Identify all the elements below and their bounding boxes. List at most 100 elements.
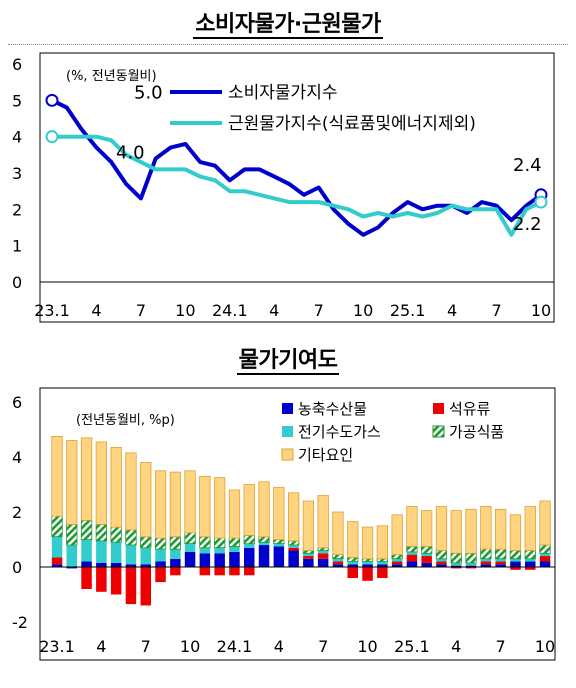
bar-segment-4 bbox=[125, 529, 137, 546]
x-tick-label: 10 bbox=[535, 637, 555, 656]
bar-segment-3 bbox=[510, 558, 521, 562]
bar-segment-4 bbox=[332, 554, 344, 560]
bar-segment-1 bbox=[332, 564, 344, 568]
bar-segment-1 bbox=[362, 564, 373, 568]
bar-segment-2 bbox=[81, 567, 92, 589]
bar-segment-3 bbox=[140, 547, 151, 565]
y-tick-label: -2 bbox=[12, 613, 28, 632]
bar-segment-4 bbox=[420, 546, 433, 554]
bar-segment-3 bbox=[391, 558, 403, 562]
bar-segment-3 bbox=[303, 553, 314, 557]
y-tick-label: 0 bbox=[12, 273, 22, 292]
bar-segment-2 bbox=[155, 567, 166, 583]
bar-segment-4 bbox=[539, 544, 551, 554]
bar-segment-1 bbox=[377, 564, 388, 568]
bar-segment-4 bbox=[509, 550, 522, 560]
bar-segment-4 bbox=[80, 519, 93, 540]
unit-note: (전년동월비, %p) bbox=[76, 413, 175, 428]
bar-segment-5 bbox=[302, 500, 315, 551]
bar-segment-1 bbox=[214, 553, 225, 568]
legend-label-3: 전기수도가스 bbox=[298, 423, 381, 441]
bar-segment-2 bbox=[347, 567, 358, 578]
x-tick-label: 25.1 bbox=[394, 637, 430, 656]
bar-segment-3 bbox=[125, 545, 137, 565]
bar-segment-4 bbox=[184, 532, 196, 544]
bar-segment-4 bbox=[213, 537, 226, 549]
legend-swatch-5 bbox=[281, 448, 294, 461]
bar-segment-1 bbox=[51, 564, 63, 568]
bar-segment-1 bbox=[288, 550, 299, 567]
bar-segment-5 bbox=[184, 470, 196, 534]
legend-label-4: 가공식품 bbox=[449, 423, 504, 441]
bar-segment-5 bbox=[435, 506, 448, 551]
bar-segment-5 bbox=[66, 440, 78, 525]
bar-segment-4 bbox=[524, 550, 536, 560]
bar-segment-4 bbox=[51, 515, 63, 538]
bar-segment-2 bbox=[451, 567, 462, 569]
y-tick-label: 2 bbox=[12, 200, 22, 219]
y-tick-label: 5 bbox=[12, 91, 22, 110]
bar-segment-1 bbox=[347, 564, 358, 568]
bar-segment-3 bbox=[184, 543, 196, 552]
unit-note: (%, 전년동월비) bbox=[66, 69, 157, 84]
bar-segment-5 bbox=[450, 510, 462, 554]
bar-segment-2 bbox=[317, 553, 329, 559]
legend-label-2: 석유류 bbox=[449, 400, 491, 418]
bar-segment-1 bbox=[125, 564, 137, 568]
bar-segment-3 bbox=[273, 543, 285, 547]
y-tick-label: 6 bbox=[12, 393, 22, 412]
y-tick-label: 2 bbox=[12, 503, 22, 522]
bar-segment-3 bbox=[362, 561, 373, 565]
bar-segment-1 bbox=[184, 551, 196, 567]
legend-label-5: 기타요인 bbox=[298, 446, 353, 464]
bar-segment-3 bbox=[244, 543, 255, 548]
bar-segment-5 bbox=[361, 526, 374, 560]
bar-segment-3 bbox=[81, 539, 92, 562]
x-tick-label: 24.1 bbox=[212, 301, 248, 320]
bar-segment-3 bbox=[214, 547, 225, 554]
bar-segment-5 bbox=[169, 471, 182, 538]
legend-label-2: 근원물가지수(식료품및에너지제외) bbox=[228, 114, 476, 134]
x-tick-label: 10 bbox=[531, 301, 551, 320]
bar-segment-3 bbox=[480, 558, 492, 562]
bar-segment-3 bbox=[377, 561, 388, 565]
bar-segment-4 bbox=[169, 536, 182, 550]
series-marker-1 bbox=[45, 93, 59, 107]
x-tick-label: 23.1 bbox=[34, 301, 70, 320]
bar-segment-1 bbox=[229, 551, 240, 567]
bar-segment-4 bbox=[494, 548, 507, 560]
y-tick-label: 4 bbox=[12, 448, 22, 467]
data-label: 4.0 bbox=[116, 143, 145, 164]
bar-segment-2 bbox=[110, 567, 122, 595]
bar-segment-4 bbox=[287, 540, 300, 546]
bar-segment-5 bbox=[95, 441, 107, 525]
bar-segment-1 bbox=[421, 562, 432, 567]
bar-segment-2 bbox=[421, 556, 432, 563]
bar-segment-2 bbox=[377, 567, 388, 578]
bar-segment-2 bbox=[436, 561, 447, 565]
series-line-2 bbox=[52, 134, 542, 237]
bar-segment-5 bbox=[420, 510, 433, 547]
x-tick-label: 7 bbox=[136, 301, 146, 320]
bar-segment-4 bbox=[347, 557, 359, 562]
bar-segment-3 bbox=[332, 558, 344, 562]
bar-segment-3 bbox=[66, 545, 77, 567]
bar-segment-5 bbox=[465, 508, 477, 554]
bar-segment-3 bbox=[288, 545, 299, 548]
bar-segment-2 bbox=[96, 567, 107, 592]
bar-segment-3 bbox=[51, 536, 63, 558]
x-tick-label: 4 bbox=[274, 637, 284, 656]
bar-segment-3 bbox=[465, 562, 477, 566]
bar-segment-1 bbox=[66, 567, 77, 569]
bar-segment-5 bbox=[406, 506, 418, 547]
bar-segment-1 bbox=[406, 561, 418, 567]
bar-segment-4 bbox=[465, 552, 477, 564]
bar-segment-1 bbox=[258, 545, 270, 567]
legend-label-1: 소비자물가지수 bbox=[228, 83, 337, 103]
x-tick-label: 10 bbox=[175, 301, 195, 320]
legend-label-1: 농축수산물 bbox=[298, 400, 367, 418]
bar-segment-1 bbox=[244, 547, 255, 568]
x-tick-label: 23.1 bbox=[39, 637, 75, 656]
chart2-title: 물가기여도 bbox=[0, 342, 576, 375]
